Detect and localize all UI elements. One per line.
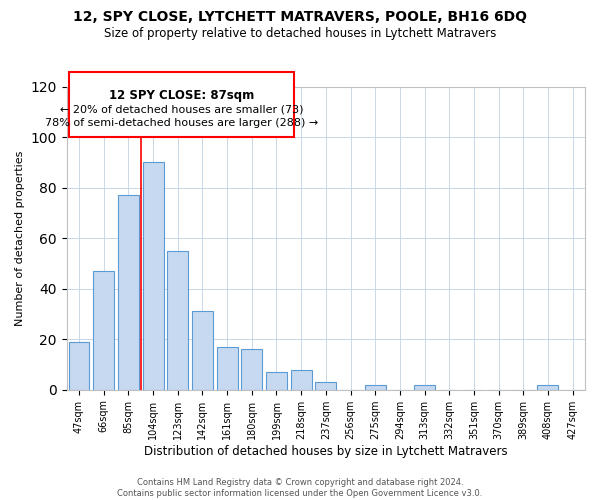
Bar [538, 384, 559, 390]
Text: ← 20% of detached houses are smaller (73): ← 20% of detached houses are smaller (73… [59, 104, 303, 115]
Bar [241, 350, 262, 390]
Bar [365, 384, 386, 390]
Bar [167, 251, 188, 390]
Text: Size of property relative to detached houses in Lytchett Matravers: Size of property relative to detached ho… [104, 28, 496, 40]
FancyBboxPatch shape [69, 72, 294, 137]
Text: Contains HM Land Registry data © Crown copyright and database right 2024.
Contai: Contains HM Land Registry data © Crown c… [118, 478, 482, 498]
Bar [93, 271, 114, 390]
Y-axis label: Number of detached properties: Number of detached properties [15, 150, 25, 326]
Bar [414, 384, 435, 390]
Bar [192, 312, 213, 390]
Bar [266, 372, 287, 390]
Bar [118, 196, 139, 390]
Bar [290, 370, 311, 390]
Bar [143, 162, 164, 390]
X-axis label: Distribution of detached houses by size in Lytchett Matravers: Distribution of detached houses by size … [144, 444, 508, 458]
Bar [316, 382, 337, 390]
Text: 12 SPY CLOSE: 87sqm: 12 SPY CLOSE: 87sqm [109, 90, 254, 102]
Text: 78% of semi-detached houses are larger (288) →: 78% of semi-detached houses are larger (… [45, 118, 318, 128]
Text: 12, SPY CLOSE, LYTCHETT MATRAVERS, POOLE, BH16 6DQ: 12, SPY CLOSE, LYTCHETT MATRAVERS, POOLE… [73, 10, 527, 24]
Bar [217, 347, 238, 390]
Bar [68, 342, 89, 390]
